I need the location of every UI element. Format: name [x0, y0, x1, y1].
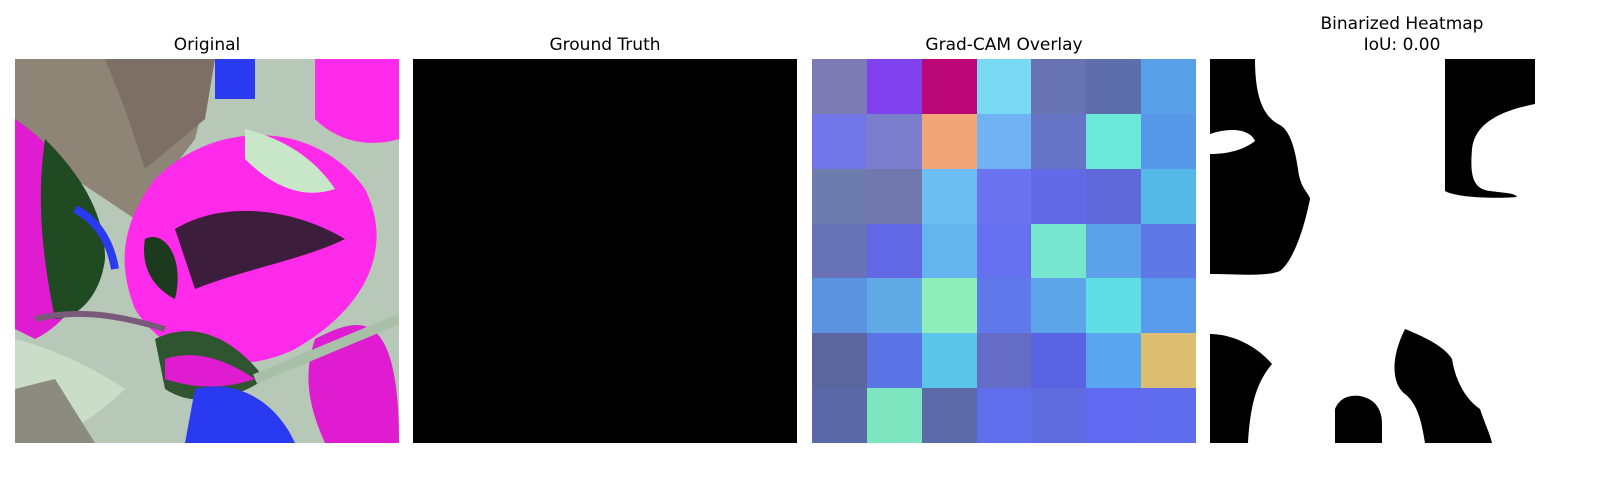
gradcam-cell — [812, 113, 867, 169]
gradcam-cell — [921, 388, 977, 443]
gradcam-cell — [921, 59, 977, 114]
panel-title: Ground Truth — [549, 35, 661, 55]
gradcam-cell — [1086, 333, 1142, 389]
gradcam-cell — [812, 333, 867, 389]
gradcam-cell — [812, 278, 867, 334]
gradcam-cell — [921, 113, 977, 169]
binarized-heatmap — [1210, 59, 1594, 443]
panel-binarized: Binarized Heatmap IoU: 0.00 — [1210, 0, 1594, 500]
original-image — [15, 59, 399, 443]
gradcam-cell — [921, 333, 977, 389]
gradcam-cell — [812, 59, 867, 114]
gradcam-cell — [1031, 59, 1087, 114]
gradcam-cell — [976, 113, 1032, 169]
gradcam-cell — [866, 388, 922, 443]
gradcam-cell — [1031, 223, 1087, 279]
gradcam-cell — [866, 223, 922, 279]
gradcam-cell — [921, 168, 977, 224]
gradcam-cell — [1141, 113, 1196, 169]
gradcam-cell — [976, 388, 1032, 443]
gradcam-cell — [812, 388, 867, 443]
gradcam-cell — [1141, 59, 1196, 114]
gradcam-cell — [866, 59, 922, 114]
panel-original: Original — [15, 0, 399, 500]
gradcam-cell — [1086, 59, 1142, 114]
gradcam-cell — [1141, 168, 1196, 224]
gradcam-cell — [1031, 113, 1087, 169]
gradcam-cell — [812, 168, 867, 224]
gradcam-cell — [1086, 168, 1142, 224]
gradcam-cell — [1141, 388, 1196, 443]
gradcam-overlay — [812, 59, 1196, 443]
gradcam-cell — [1031, 278, 1087, 334]
gradcam-cell — [976, 333, 1032, 389]
gradcam-cell — [1031, 168, 1087, 224]
panel-title: Original — [173, 35, 241, 55]
gradcam-cell — [1031, 388, 1087, 443]
gradcam-cell — [866, 113, 922, 169]
gradcam-cell — [866, 168, 922, 224]
gradcam-cell — [866, 278, 922, 334]
gradcam-cell — [976, 59, 1032, 114]
ground-truth-mask — [413, 59, 797, 443]
gradcam-cell — [1086, 388, 1142, 443]
gradcam-cell — [1141, 333, 1196, 389]
gradcam-cell — [1031, 333, 1087, 389]
gradcam-cell — [1086, 223, 1142, 279]
gradcam-cell — [1141, 278, 1196, 334]
panel-ground-truth: Ground Truth — [413, 0, 797, 500]
gradcam-cell — [1086, 113, 1142, 169]
gradcam-grid — [812, 59, 1196, 443]
panel-gradcam: Grad-CAM Overlay — [812, 0, 1196, 500]
gradcam-cell — [812, 223, 867, 279]
gradcam-cell — [866, 333, 922, 389]
gradcam-cell — [976, 168, 1032, 224]
gradcam-cell — [976, 223, 1032, 279]
panel-title: Binarized Heatmap IoU: 0.00 — [1320, 14, 1484, 55]
gradcam-cell — [1086, 278, 1142, 334]
gradcam-cell — [1141, 223, 1196, 279]
gradcam-cell — [921, 278, 977, 334]
panel-title: Grad-CAM Overlay — [925, 35, 1083, 55]
gradcam-cell — [976, 278, 1032, 334]
gradcam-cell — [921, 223, 977, 279]
